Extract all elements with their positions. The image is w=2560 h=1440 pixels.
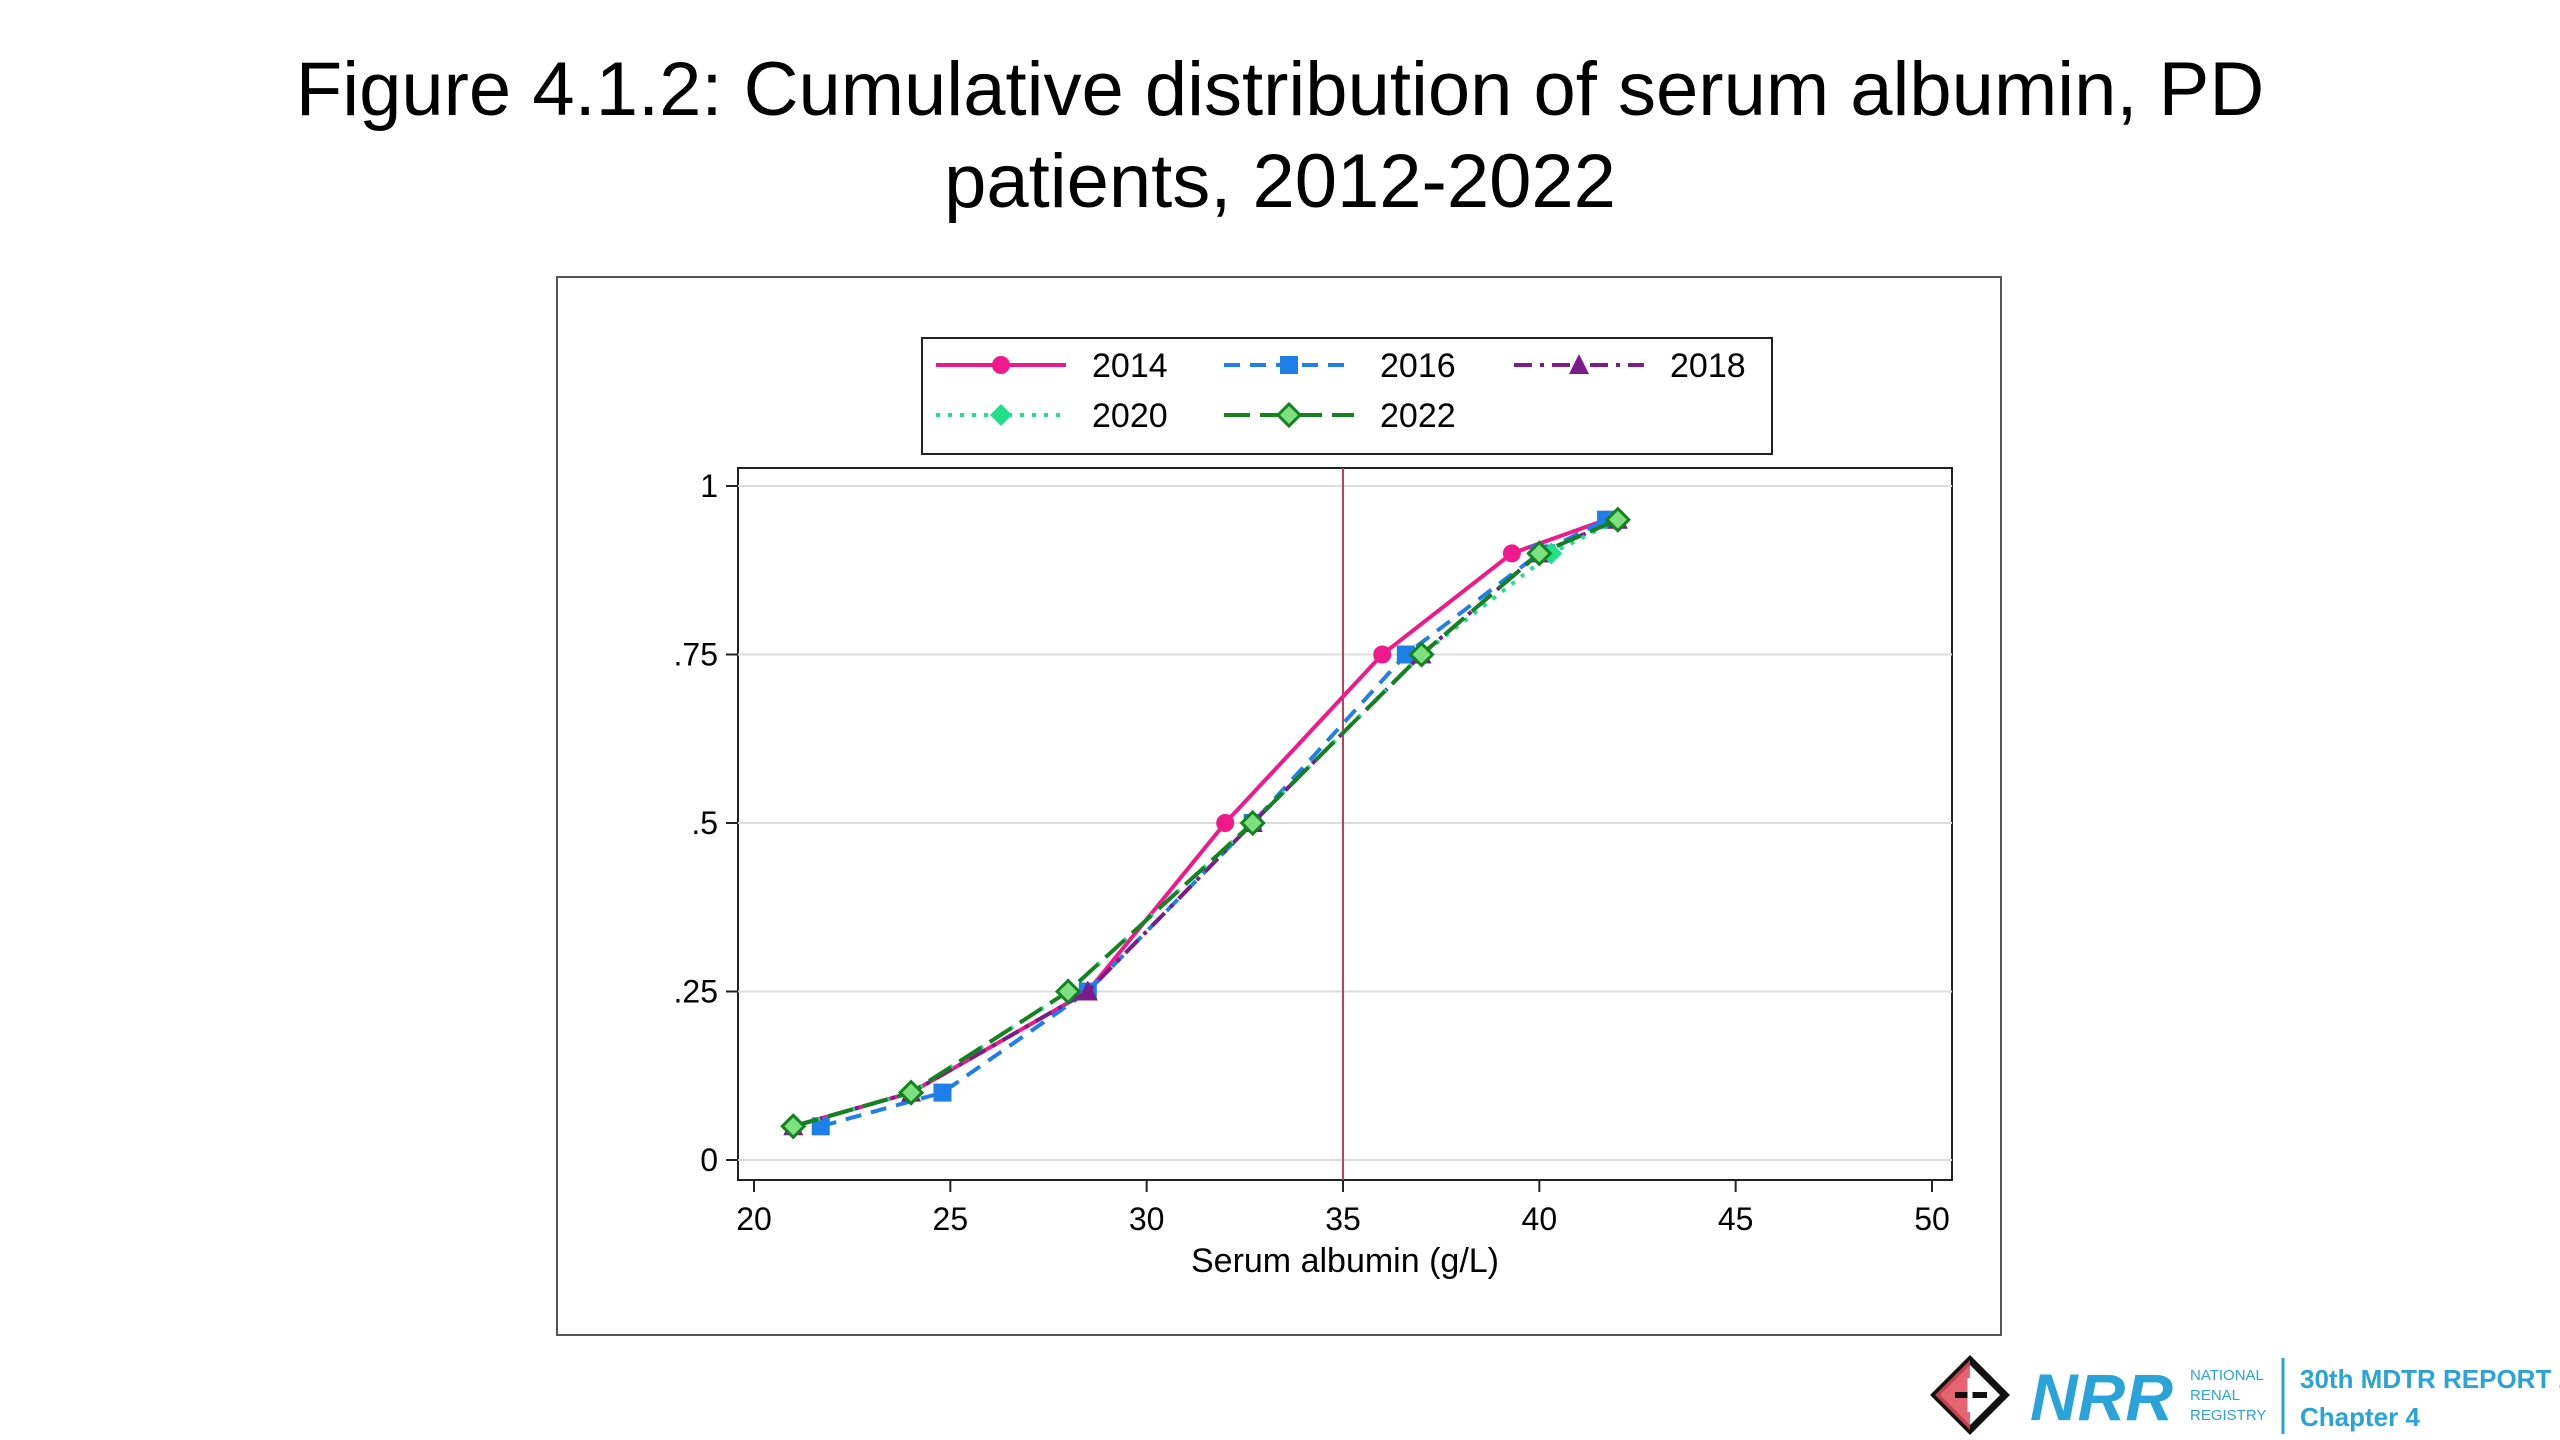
- data-point-2014: [1373, 645, 1392, 664]
- registry-line-3: REGISTRY: [2190, 1407, 2266, 1424]
- chapter-label: Chapter 4: [2300, 1402, 2420, 1432]
- data-point-2022: [1055, 978, 1082, 1005]
- series-2022: [780, 506, 1631, 1140]
- legend-item-2022: 2022: [1224, 397, 1456, 435]
- data-point-2022: [1526, 540, 1553, 567]
- gridlines: [738, 485, 1952, 1161]
- slide-title-line-2: patients, 2012-2022: [944, 139, 1616, 224]
- mdtr-logo-icon: [1930, 1355, 2010, 1435]
- data-point-2022: [780, 1113, 807, 1140]
- series-layer: [780, 506, 1631, 1140]
- x-tick-label: 30: [1129, 1201, 1165, 1237]
- legend-box: [921, 337, 1773, 455]
- x-tick-label: 35: [1325, 1201, 1361, 1237]
- data-point-2014: [1216, 814, 1235, 832]
- x-axis-title: Serum albumin (g/L): [1191, 1242, 1499, 1280]
- legend-label: 2016: [1380, 347, 1456, 385]
- registry-line-2: RENAL: [2190, 1387, 2240, 1404]
- y-tick-label: 0: [700, 1142, 718, 1178]
- legend-marker: [990, 404, 1012, 426]
- legend-marker: [1569, 354, 1589, 374]
- y-tick-label: .25: [674, 974, 718, 1010]
- x-tick-label: 25: [933, 1201, 969, 1237]
- slide-title: Figure 4.1.2: Cumulative distribution of…: [0, 44, 2560, 228]
- y-tick-label: .75: [674, 637, 718, 673]
- axes: 0 .25 .5 .75 1 20 25 30 35 40 45 50: [674, 468, 1950, 1237]
- cumulative-distribution-chart: 2014 2016 2018 2020 2022 0 .25 .5 .75 1 20 25 30 35 4…: [674, 337, 1953, 1280]
- legend-marker: [1275, 401, 1303, 429]
- report-title: 30th MDTR REPORT 2022: [2300, 1364, 2560, 1394]
- data-point-2018: [1077, 980, 1098, 1001]
- legend-item-2020: 2020: [936, 397, 1168, 435]
- data-point-2022: [1604, 506, 1631, 533]
- legend-item-2014: 2014: [936, 347, 1168, 385]
- y-tick-label: 1: [700, 468, 718, 504]
- nrr-brand: NRR: [2030, 1360, 2173, 1434]
- x-tick-label: 50: [1914, 1201, 1950, 1237]
- data-point-2022: [1239, 809, 1266, 837]
- data-point-2022: [897, 1079, 925, 1106]
- data-point-2016: [1396, 645, 1415, 664]
- legend-label: 2020: [1092, 397, 1168, 435]
- legend-label: 2014: [1092, 347, 1168, 385]
- data-point-2014: [1502, 544, 1521, 563]
- slide-title-line-1: Figure 4.1.2: Cumulative distribution of…: [295, 47, 2265, 132]
- registry-line-1: NATIONAL: [2190, 1367, 2264, 1384]
- legend-marker: [992, 356, 1010, 374]
- legend-label: 2018: [1670, 347, 1746, 385]
- footer-branding: NRR NATIONAL RENAL REGISTRY 30th MDTR RE…: [1930, 1355, 2560, 1435]
- x-tick-label: 20: [736, 1201, 772, 1237]
- y-tick-label: .5: [691, 805, 718, 841]
- x-tick-label: 45: [1718, 1201, 1754, 1237]
- data-point-2022: [1408, 641, 1435, 668]
- legend: 2014 2016 2018 2020 2022: [936, 347, 1746, 435]
- legend-item-2018: 2018: [1514, 347, 1746, 385]
- legend-marker: [1280, 356, 1298, 374]
- x-tick-label: 40: [1522, 1201, 1558, 1237]
- legend-item-2016: 2016: [1224, 347, 1456, 385]
- legend-label: 2022: [1380, 397, 1456, 435]
- data-point-2016: [933, 1083, 952, 1102]
